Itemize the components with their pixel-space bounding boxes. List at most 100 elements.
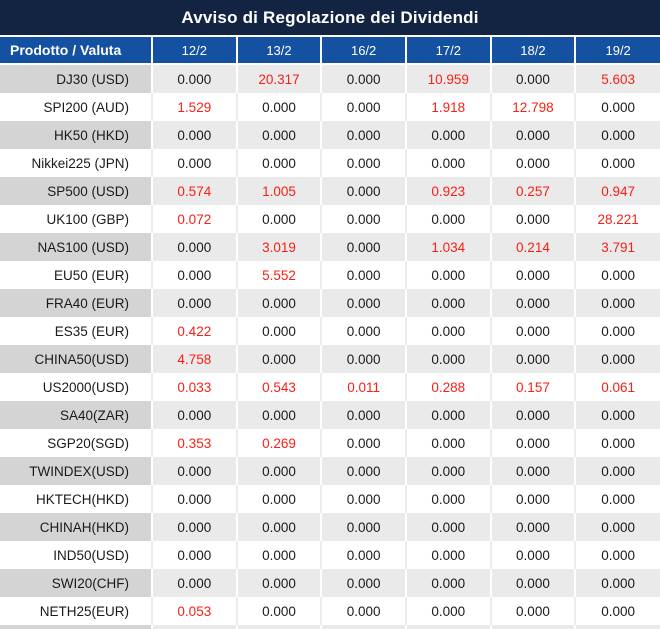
value-cell: 0.000 [490, 261, 577, 289]
value-cell: 0.000 [490, 149, 577, 177]
value-cell: 0.000 [575, 317, 660, 345]
value-cell: 0.000 [405, 513, 492, 541]
value-cell: 4.758 [152, 345, 238, 373]
value-cell: 0.000 [575, 149, 660, 177]
product-cell: HK50 (HKD) [0, 121, 153, 149]
value-cell: 0.269 [236, 429, 323, 457]
value-cell: 0.000 [321, 177, 407, 205]
product-cell [0, 625, 153, 629]
product-cell: SWI20(CHF) [0, 569, 153, 597]
value-cell: 28.221 [575, 205, 660, 233]
value-cell: 0.000 [575, 93, 660, 121]
value-cell: 0.000 [405, 317, 492, 345]
value-cell: 0.000 [575, 401, 660, 429]
product-cell: DJ30 (USD) [0, 64, 153, 93]
value-cell: 0.011 [321, 373, 407, 401]
value-cell: 0.000 [152, 401, 238, 429]
value-cell: 0.000 [152, 149, 238, 177]
value-cell: 1.529 [152, 93, 238, 121]
value-cell: 0.000 [152, 541, 238, 569]
value-cell: 0.000 [575, 541, 660, 569]
value-cell: 0.000 [236, 597, 323, 625]
value-cell: 0.000 [152, 569, 238, 597]
value-cell: 0.000 [152, 513, 238, 541]
value-cell: 0.000 [575, 597, 660, 625]
product-cell: SPI200 (AUD) [0, 93, 153, 121]
value-cell: 0.000 [321, 121, 407, 149]
column-header-date: 13/2 [236, 37, 323, 65]
value-cell: 0.000 [236, 485, 323, 513]
product-cell: NETH25(EUR) [0, 597, 153, 625]
value-cell: 1.918 [405, 93, 492, 121]
value-cell: 0.923 [405, 177, 492, 205]
table-body: DJ30 (USD) 0.000 20.317 0.000 10.959 0.000 5.6… [0, 64, 660, 629]
value-cell: 0.000 [236, 317, 323, 345]
value-cell: 0.000 [236, 289, 323, 317]
table-row: HK50 (HKD) 0.000 0.000 0.000 0.000 0.000 0.000 [0, 121, 660, 149]
value-cell: 0.000 [405, 541, 492, 569]
value-cell: 5.603 [575, 64, 660, 93]
value-cell: 0.157 [490, 373, 577, 401]
value-cell: 0.000 [490, 485, 577, 513]
value-cell: 0.000 [405, 121, 492, 149]
table-row: EU50 (EUR) 0.000 5.552 0.000 0.000 0.000 0.000 [0, 261, 660, 289]
value-cell: 0.000 [321, 64, 407, 93]
value-cell: 0.000 [321, 93, 407, 121]
value-cell: 0.000 [321, 485, 407, 513]
product-cell: CHINAH(HKD) [0, 513, 153, 541]
value-cell: 0.000 [405, 457, 492, 485]
value-cell: 0.000 [321, 569, 407, 597]
product-cell: CHINA50(USD) [0, 345, 153, 373]
product-cell: SA40(ZAR) [0, 401, 153, 429]
product-cell: ES35 (EUR) [0, 317, 153, 345]
table-row: TWINDEX(USD) 0.000 0.000 0.000 0.000 0.000 0.0… [0, 457, 660, 485]
product-cell: SP500 (USD) [0, 177, 153, 205]
table-row: FRA40 (EUR) 0.000 0.000 0.000 0.000 0.000 0.00… [0, 289, 660, 317]
column-header-date: 17/2 [405, 37, 492, 65]
value-cell: 0.257 [490, 177, 577, 205]
product-cell: TWINDEX(USD) [0, 457, 153, 485]
product-cell: UK100 (GBP) [0, 205, 153, 233]
value-cell: 0.000 [490, 401, 577, 429]
table-header-row: Prodotto / Valuta 12/2 13/2 16/2 17/2 18/2 19… [0, 37, 660, 65]
value-cell: 12.798 [490, 93, 577, 121]
value-cell: 0.000 [405, 205, 492, 233]
value-cell: 0.000 [490, 429, 577, 457]
value-cell: 0.000 [405, 597, 492, 625]
table-row: UK100 (GBP) 0.072 0.000 0.000 0.000 0.000 28.2… [0, 205, 660, 233]
value-cell [236, 625, 323, 629]
value-cell: 0.000 [405, 429, 492, 457]
value-cell: 0.000 [321, 149, 407, 177]
value-cell: 0.000 [405, 345, 492, 373]
table-row: SGP20(SGD) 0.353 0.269 0.000 0.000 0.000 0.000 [0, 429, 660, 457]
value-cell: 0.543 [236, 373, 323, 401]
value-cell: 0.000 [152, 233, 238, 261]
table-row: NAS100 (USD) 0.000 3.019 0.000 1.034 0.214 3.7… [0, 233, 660, 261]
dividends-table: Prodotto / Valuta 12/2 13/2 16/2 17/2 18/2 19… [0, 37, 660, 629]
value-cell: 0.000 [575, 261, 660, 289]
product-cell: EU50 (EUR) [0, 261, 153, 289]
value-cell: 0.353 [152, 429, 238, 457]
value-cell: 0.000 [236, 401, 323, 429]
value-cell: 0.947 [575, 177, 660, 205]
page-title: Avviso di Regolazione dei Dividendi [181, 7, 479, 27]
product-cell: Nikkei225 (JPN) [0, 149, 153, 177]
value-cell: 0.000 [490, 513, 577, 541]
value-cell: 0.072 [152, 205, 238, 233]
value-cell: 1.005 [236, 177, 323, 205]
table-row-partial [0, 625, 660, 629]
value-cell: 3.019 [236, 233, 323, 261]
table-row: IND50(USD) 0.000 0.000 0.000 0.000 0.000 0.000 [0, 541, 660, 569]
value-cell: 0.000 [236, 149, 323, 177]
value-cell: 0.000 [321, 457, 407, 485]
value-cell: 0.000 [321, 513, 407, 541]
value-cell: 0.000 [490, 289, 577, 317]
value-cell: 0.053 [152, 597, 238, 625]
value-cell: 0.000 [575, 429, 660, 457]
table-row: ES35 (EUR) 0.422 0.000 0.000 0.000 0.000 0.000 [0, 317, 660, 345]
value-cell: 0.422 [152, 317, 238, 345]
value-cell: 0.000 [321, 233, 407, 261]
table-row: CHINA50(USD) 4.758 0.000 0.000 0.000 0.000 0.0… [0, 345, 660, 373]
table-row: NETH25(EUR) 0.053 0.000 0.000 0.000 0.000 0.00… [0, 597, 660, 625]
value-cell: 0.000 [405, 485, 492, 513]
